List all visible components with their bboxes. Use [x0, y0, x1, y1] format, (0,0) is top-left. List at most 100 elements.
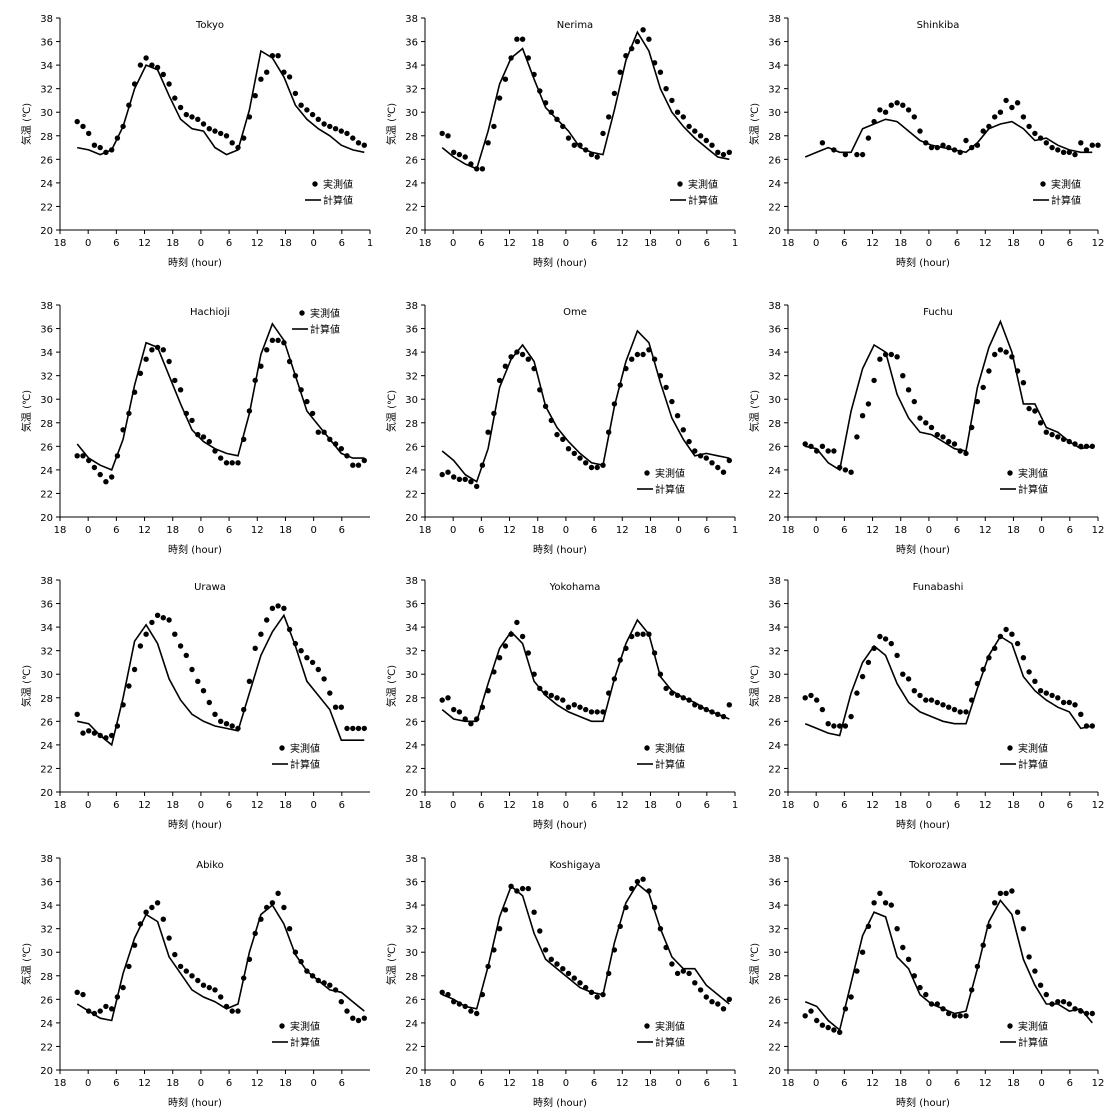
data-point — [344, 130, 350, 137]
data-point — [640, 631, 646, 637]
legend-label-calculated: 計算値 — [290, 1036, 320, 1049]
data-point — [934, 699, 940, 706]
data-point — [445, 133, 451, 139]
data-point — [166, 358, 172, 365]
y-tick-label: 22 — [768, 202, 781, 213]
y-tick-label: 24 — [405, 1019, 418, 1030]
data-point — [634, 351, 641, 358]
data-point — [565, 446, 572, 452]
y-axis-label: 気温 (℃) — [385, 943, 398, 985]
data-point — [525, 650, 531, 656]
chart-svg: 20 22 24 26 28 30 32 34 36 38 18 0 6 12 18 0 6 12 18 0 6 1 時刻 … — [385, 854, 738, 1109]
legend-marker-measured — [1007, 1023, 1013, 1029]
data-point — [1009, 104, 1015, 111]
y-tick-label: 38 — [405, 14, 418, 25]
x-tick-label: 18 — [1007, 800, 1020, 811]
y-axis-label: 気温 (℃) — [748, 390, 761, 432]
data-point — [819, 706, 826, 713]
data-point — [195, 977, 201, 984]
x-tick-label: 6 — [478, 238, 484, 249]
x-tick-label: 0 — [563, 1078, 569, 1089]
x-tick-label: 0 — [926, 800, 932, 811]
data-point — [900, 671, 906, 677]
series-line-calculated — [76, 322, 365, 471]
data-point — [172, 377, 178, 384]
y-tick-label: 38 — [405, 301, 418, 312]
y-axis-label: 気温 (℃) — [385, 665, 398, 707]
data-point — [189, 417, 195, 424]
data-point — [149, 619, 155, 626]
data-point — [304, 655, 310, 661]
x-tick-label: 0 — [813, 1078, 819, 1089]
data-point — [97, 144, 103, 151]
data-point — [519, 351, 526, 358]
x-tick-label: 0 — [675, 525, 681, 536]
x-tick-label: 1 — [367, 238, 373, 249]
x-tick-label: 12 — [866, 525, 879, 536]
data-point — [1020, 380, 1027, 386]
data-point — [709, 142, 715, 148]
y-tick-label: 34 — [405, 348, 418, 359]
x-tick-label: 0 — [1038, 1078, 1044, 1089]
x-axis-label: 時刻 (hour) — [168, 256, 222, 269]
data-point — [951, 441, 958, 447]
chart-svg: 20 22 24 26 28 30 32 34 36 38 18 0 6 12 18 0 6 12 18 0 6 12 時刻… — [748, 14, 1104, 269]
data-point — [200, 434, 207, 440]
data-point — [888, 640, 894, 647]
data-point — [445, 469, 451, 475]
data-point — [808, 1008, 814, 1014]
y-axis-label: 気温 (℃) — [20, 103, 33, 145]
data-point — [468, 1008, 474, 1014]
data-point — [474, 483, 480, 490]
y-tick-label: 28 — [405, 419, 418, 430]
data-point — [703, 455, 709, 461]
data-point — [571, 975, 577, 981]
x-tick-label: 6 — [226, 525, 232, 536]
y-tick-label: 30 — [40, 948, 53, 959]
y-tick-label: 38 — [40, 14, 53, 25]
data-point — [355, 462, 362, 468]
x-tick-label: 0 — [310, 800, 316, 811]
x-tick-label: 0 — [85, 800, 91, 811]
data-point — [281, 904, 287, 911]
data-point — [1072, 151, 1078, 158]
x-tick-label: 0 — [85, 1078, 91, 1089]
data-point — [74, 989, 80, 995]
y-tick-label: 34 — [768, 348, 781, 359]
x-tick-label: 18 — [166, 525, 179, 536]
y-tick-label: 20 — [768, 513, 781, 524]
y-tick-label: 24 — [40, 466, 53, 477]
chart-panel-tokyo: 20 22 24 26 28 30 32 34 36 38 18 0 6 12 18 0 6 12 18 0 6 1 時刻 … — [0, 14, 380, 275]
y-tick-label: 24 — [405, 741, 418, 752]
x-axis-label: 時刻 (hour) — [896, 1096, 950, 1109]
x-tick-label: 0 — [85, 525, 91, 536]
data-point — [474, 1010, 480, 1017]
data-point — [154, 612, 161, 618]
y-tick-label: 34 — [405, 901, 418, 912]
x-tick-label: 12 — [616, 1078, 629, 1089]
chart-svg: 20 22 24 26 28 30 32 34 36 38 18 0 6 12 18 0 6 12 18 0 6 1 時刻 … — [385, 301, 738, 556]
data-point — [686, 438, 692, 445]
data-point — [172, 951, 178, 958]
data-point — [808, 692, 814, 699]
data-point — [663, 384, 669, 391]
data-point — [1037, 420, 1044, 426]
chart-svg: 20 22 24 26 28 30 32 34 36 38 18 0 6 12 18 0 6 12 18 0 6 時刻 (… — [20, 576, 370, 831]
data-point — [1060, 149, 1067, 155]
y-tick-label: 24 — [768, 466, 781, 477]
x-tick-label: 18 — [531, 1078, 544, 1089]
series-line-calculated — [77, 49, 365, 156]
data-point — [1037, 982, 1044, 988]
data-point — [1049, 144, 1055, 151]
y-axis-label: 気温 (℃) — [20, 943, 33, 985]
data-point — [160, 916, 166, 922]
data-point — [663, 685, 669, 692]
data-point — [819, 140, 826, 146]
data-point — [525, 885, 531, 892]
series-points-measured — [802, 888, 1095, 1035]
data-point — [109, 474, 115, 480]
